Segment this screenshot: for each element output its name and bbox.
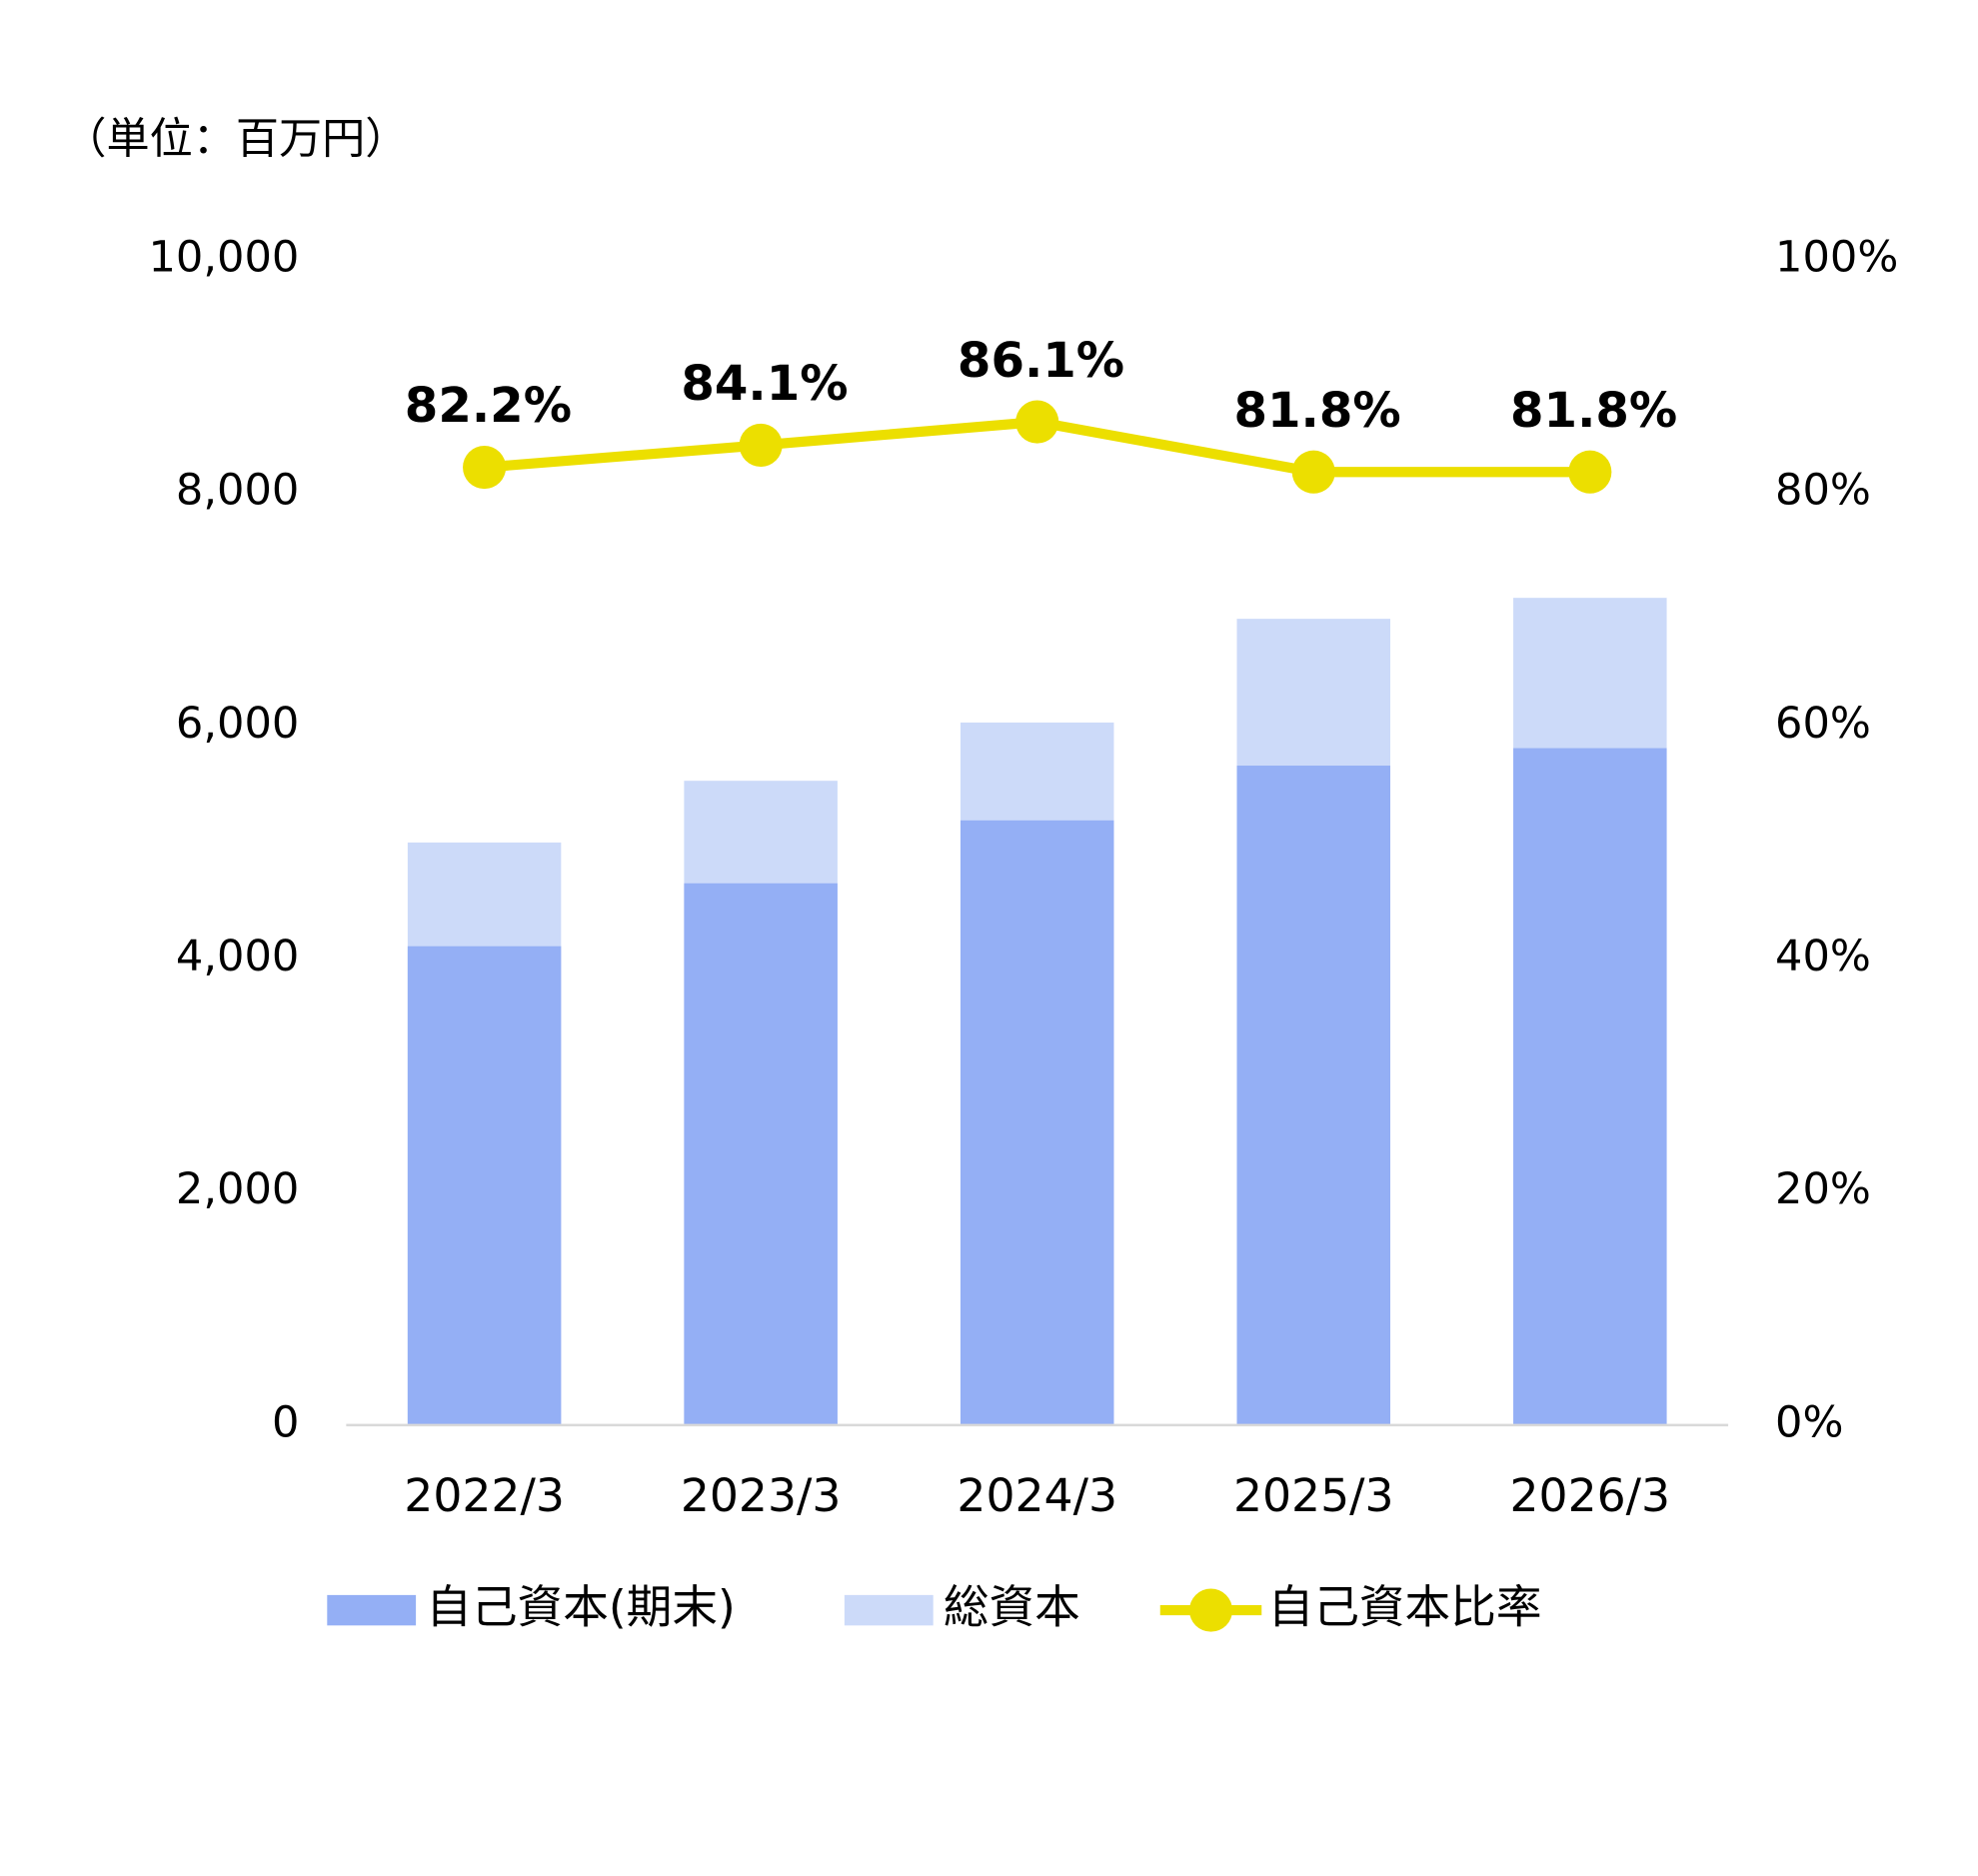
data-label: 84.1% [681, 356, 848, 412]
y-tick-label: 2,000 [176, 1164, 299, 1214]
y-tick-label: 4,000 [176, 932, 299, 981]
bar [1236, 766, 1391, 1425]
line-marker [1568, 450, 1612, 494]
y2-tick-label: 60% [1775, 699, 1871, 749]
y-tick-label: 0 [272, 1397, 299, 1447]
line-marker [739, 423, 783, 467]
unit-label: （単位：百万円） [63, 115, 408, 165]
line-marker [463, 446, 507, 490]
x-tick-label: 2022/3 [404, 1469, 565, 1522]
bar [960, 820, 1114, 1425]
legend-swatch [844, 1594, 934, 1626]
data-label: 82.2% [405, 378, 572, 434]
x-tick-label: 2026/3 [1509, 1469, 1670, 1522]
x-tick-label: 2025/3 [1233, 1469, 1394, 1522]
y-tick-label: 10,000 [148, 233, 299, 283]
data-label: 81.8% [1233, 383, 1400, 439]
bar [1513, 748, 1667, 1425]
y2-tick-label: 0% [1775, 1397, 1843, 1447]
legend-swatch [1188, 1588, 1233, 1632]
data-label: 81.8% [1510, 383, 1677, 439]
bar [407, 945, 562, 1425]
legend-label: 自己資本(期末) [426, 1581, 736, 1634]
y2-tick-label: 100% [1775, 233, 1898, 283]
y-tick-label: 8,000 [176, 466, 299, 516]
y-tick-label: 6,000 [176, 699, 299, 749]
y2-tick-label: 80% [1775, 466, 1871, 516]
legend-label: 自己資本比率 [1268, 1581, 1542, 1634]
x-tick-label: 2023/3 [681, 1469, 842, 1522]
legend-label: 総資本 [944, 1581, 1080, 1634]
line-marker [1015, 400, 1059, 444]
y2-tick-label: 40% [1775, 932, 1871, 981]
y2-tick-label: 20% [1775, 1164, 1871, 1214]
data-label: 86.1% [958, 333, 1124, 389]
line-marker [1291, 450, 1335, 494]
x-tick-label: 2024/3 [957, 1469, 1117, 1522]
bar [684, 883, 838, 1425]
legend-swatch [327, 1594, 417, 1626]
